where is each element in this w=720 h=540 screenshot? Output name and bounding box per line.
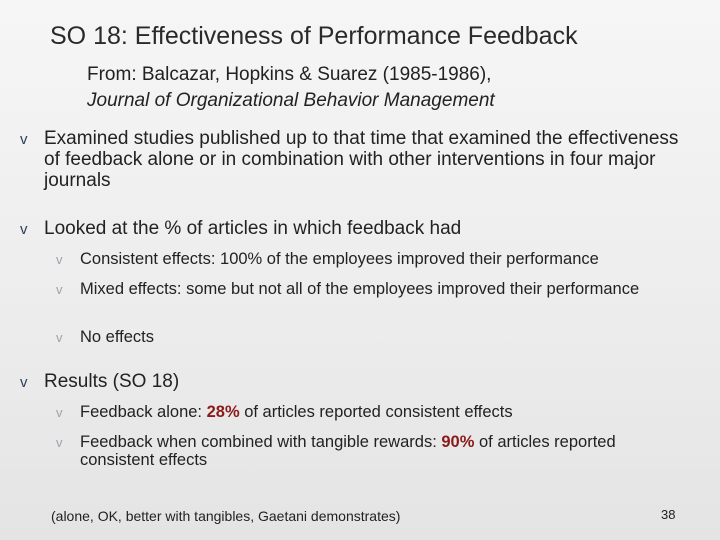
sub-bullet-text: Mixed effects: some but not all of the e… (80, 280, 640, 298)
sub-bullet-marker-icon: v (56, 435, 63, 450)
bullet-marker-icon: v (20, 221, 28, 238)
source-citation: From: Balcazar, Hopkins & Suarez (1985-1… (87, 62, 687, 114)
bullet-text: Examined studies published up to that ti… (44, 128, 679, 191)
source-authors: From: Balcazar, Hopkins & Suarez (1985-1… (87, 64, 492, 85)
result-text-after: of articles reported consistent effects (80, 433, 616, 469)
page-number: 38 (661, 507, 676, 522)
sub-bullet-text: Consistent effects: 100% of the employee… (80, 250, 599, 268)
result-percentage: 28% (206, 403, 240, 421)
result-percentage: 90% (441, 433, 475, 451)
result-text-before: Feedback alone: (80, 403, 207, 421)
bullet-marker-icon: v (20, 374, 28, 391)
result-text-after: of articles reported consistent effects (239, 403, 513, 421)
sub-bullet-marker-icon: v (56, 252, 63, 267)
source-journal: Journal of Organizational Behavior Manag… (87, 90, 495, 111)
sub-bullet-text: Feedback when combined with tangible rew… (80, 433, 690, 469)
sub-bullet-text: Feedback alone: 28% of articles reported… (80, 403, 690, 421)
sub-bullet-marker-icon: v (56, 405, 63, 420)
bullet-text: Looked at the % of articles in which fee… (44, 218, 462, 239)
bullet-text: Results (SO 18) (44, 371, 180, 392)
slide-title: SO 18: Effectiveness of Performance Feed… (50, 22, 578, 50)
bullet-marker-icon: v (20, 131, 28, 148)
sub-bullet-marker-icon: v (56, 330, 63, 345)
sub-bullet-marker-icon: v (56, 282, 63, 297)
result-text-before: Feedback when combined with tangible rew… (80, 433, 442, 451)
footer-note: (alone, OK, better with tangibles, Gaeta… (51, 508, 401, 524)
sub-bullet-text: No effects (80, 328, 154, 346)
